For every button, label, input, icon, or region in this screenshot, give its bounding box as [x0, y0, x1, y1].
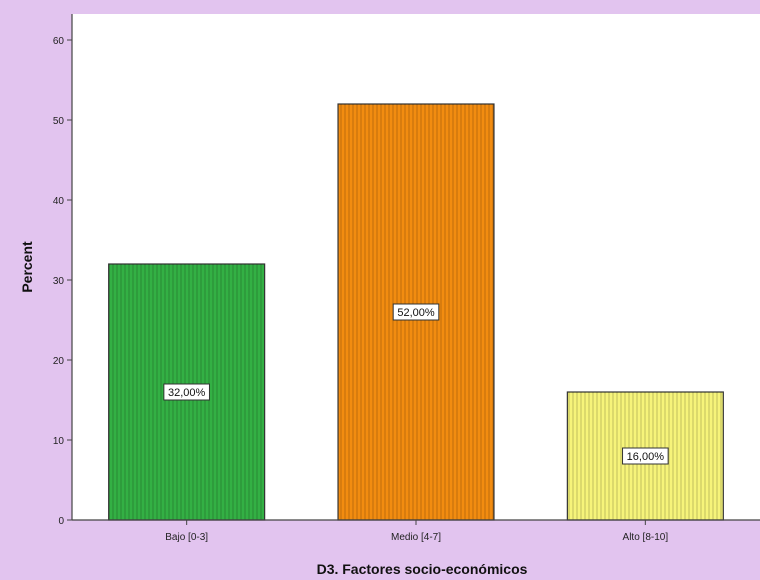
y-tick-label: 40: [53, 196, 65, 207]
x-axis-title: D3. Factores socio-económicos: [317, 561, 528, 577]
y-tick-label: 60: [53, 36, 65, 47]
y-tick-label: 30: [53, 276, 65, 287]
x-tick-label: Medio [4-7]: [391, 532, 441, 543]
data-label-box: [622, 447, 669, 465]
x-tick-label: Bajo [0-3]: [165, 532, 208, 543]
y-tick-label: 10: [53, 436, 65, 447]
data-label: 32,00%: [168, 387, 206, 399]
x-tick-label: Alto [8-10]: [623, 532, 669, 543]
y-tick-label: 50: [53, 116, 65, 127]
data-label: 52,00%: [397, 307, 435, 319]
y-tick-label: 20: [53, 356, 65, 367]
data-label: 16,00%: [627, 451, 665, 463]
y-tick-label: 0: [58, 516, 64, 527]
data-label-box: [163, 383, 210, 401]
y-axis-title: Percent: [19, 241, 35, 293]
data-label-box: [392, 303, 440, 321]
